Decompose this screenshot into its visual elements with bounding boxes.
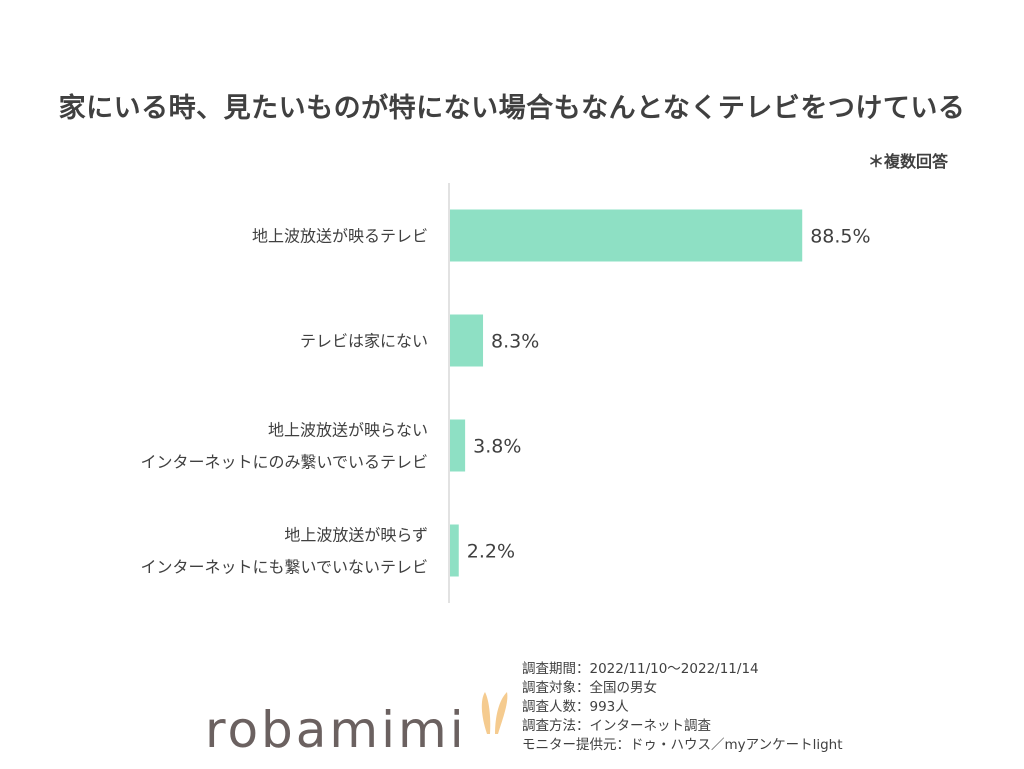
survey-target: 調査対象：全国の男女 [522,680,657,696]
chart-title: 家にいる時、見たいものが特にない場合もなんとなくテレビをつけている [58,93,966,124]
category-label-2-1: インターネットにのみ繋いでいるテレビ [140,453,428,472]
category-label-1-0: テレビは家にない [300,332,428,351]
category-label-3-1: インターネットにも繋いでいないテレビ [140,558,428,577]
category-label-3-0: 地上波放送が映らず [284,526,428,545]
category-label-2-0: 地上波放送が映らない [268,421,428,440]
logo-text: robamimi [205,701,467,759]
survey-method: 調査方法：インターネット調査 [522,718,711,734]
category-label-0-0: 地上波放送が映るテレビ [252,227,428,246]
survey-info: 調査期間：2022/11/10～2022/11/14 調査対象：全国の男女 調査… [522,660,843,755]
rabbit-ears-icon [481,692,508,734]
value-label-1: 8.3% [491,331,539,353]
bar-2 [450,419,466,472]
bar-3 [450,524,459,577]
bars-layer: 88.5% 地上波放送が映るテレビ 8.3% テレビは家にない 3.8% 地上波放送が映ら… [140,183,871,603]
bar-1 [450,314,484,367]
multiple-answer-note: ＊複数回答 [867,152,948,171]
survey-period: 調査期間：2022/11/10～2022/11/14 [522,661,759,677]
survey-monitor-provider: モニター提供元：ドゥ・ハウス／myアンケートlight [522,737,843,753]
survey-respondents: 調査人数：993人 [522,699,629,715]
value-label-3: 2.2% [467,541,515,563]
bar-0 [450,209,803,262]
robamimi-logo: robamimi [205,692,508,760]
value-label-2: 3.8% [473,436,521,458]
value-label-0: 88.5% [810,226,870,248]
